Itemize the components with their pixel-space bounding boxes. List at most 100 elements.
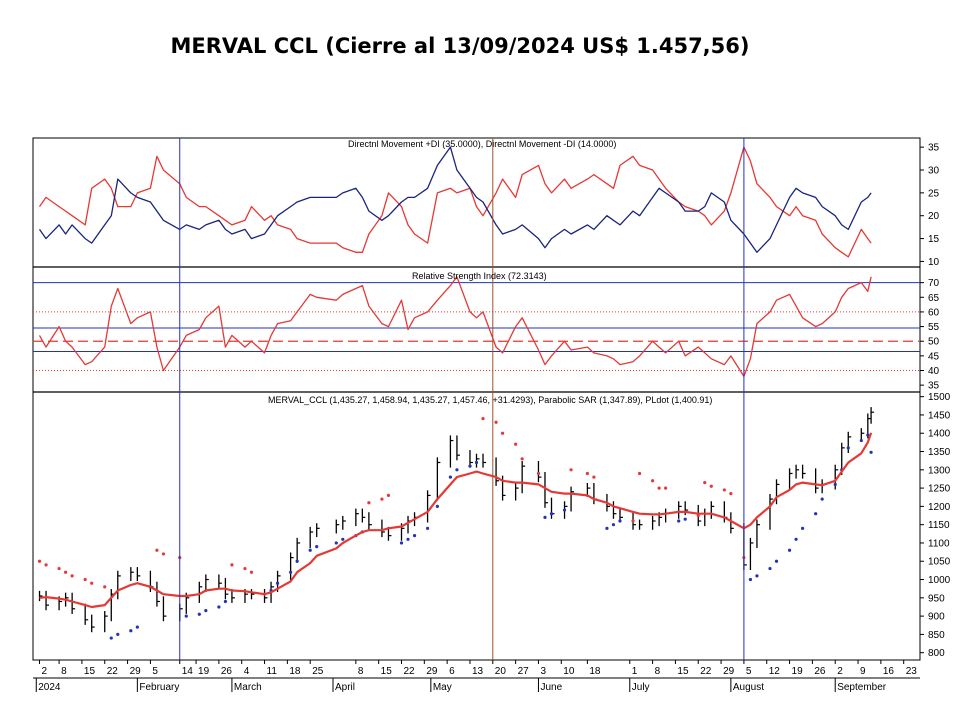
x-tick-label: 8 [61,666,67,677]
y-tick-label: 10 [928,257,940,268]
y-tick-label: 1450 [928,410,951,421]
month-label: September [837,682,887,693]
y-tick-label: 25 [928,188,940,199]
price-caption: MERVAL_CCL (1,435.27, 1,458.94, 1,435.27… [268,395,712,405]
y-tick-label: 45 [928,351,940,362]
y-tick-label: 60 [928,307,940,318]
y-tick-label: 1200 [928,502,951,513]
sar-dot [536,471,541,476]
x-tick-label: 2 [42,666,48,677]
x-tick-label: 19 [198,666,210,677]
y-tick-label: 1250 [928,484,951,495]
sar-dot [869,450,873,454]
sar-dot [243,566,247,571]
sar-dot [637,471,642,476]
x-tick-label: 18 [289,666,301,677]
y-tick-label: 1100 [928,538,950,549]
month-label: March [234,682,262,693]
rsi-caption: Relative Strength Index (72.3143) [412,271,547,281]
sar-dot [435,504,439,508]
y-tick-label: 15 [928,234,940,245]
sar-dot [380,497,384,501]
x-tick-label: 2 [837,666,843,677]
y-tick-label: 50 [928,337,940,348]
sar-dot [520,457,524,461]
sar-dot [768,566,772,571]
y-tick-label: 1000 [928,575,951,586]
sar-dot [468,464,472,468]
rsi-panel: 35 40 45 50 55 60 65 70 [33,276,940,392]
y-tick-label: 850 [928,630,945,641]
sar-dot [709,484,713,488]
x-tick-label: 12 [769,666,781,677]
x-tick-label: 5 [152,666,158,677]
y-tick-label: 65 [928,293,940,304]
sar-dot [774,559,779,563]
sar-dot [748,577,753,582]
month-label: July [632,682,650,693]
month-label: February [139,682,179,693]
x-tick-label: 22 [107,666,119,677]
y-tick-label: 55 [928,322,940,333]
x-tick-label: 26 [814,666,826,677]
sar-dot [386,493,391,498]
sar-dot [230,563,234,567]
sar-dot [184,614,188,618]
x-tick-label: 15 [381,666,393,677]
x-tick-label: 15 [84,666,96,677]
sar-dot [605,526,609,530]
sar-dot [859,438,863,443]
x-tick-label: 9 [860,666,866,677]
sar-dot [846,446,850,450]
month-label: May [433,682,452,693]
sar-dot [585,471,589,476]
sar-dot [161,552,166,556]
sar-dot [44,563,48,567]
sar-dot [592,475,596,479]
sar-dot [631,519,635,523]
sar-dot [109,636,113,640]
y-tick-label: 800 [928,648,945,659]
sar-dot [399,541,404,545]
y-tick-label: 40 [928,366,940,377]
sar-dot [481,417,485,421]
sar-dot [249,570,254,574]
y-tick-label: 30 [928,166,940,177]
x-tick-label: 25 [312,666,324,677]
sar-dot [425,526,430,530]
sar-dot [64,570,68,574]
x-tick-label: 23 [906,666,918,677]
x-tick-label: 22 [403,666,415,677]
x-tick-label: 11 [267,666,278,677]
x-tick-label: 13 [472,666,484,677]
month-label: 2024 [38,682,61,693]
y-tick-label: 1500 [928,392,951,403]
x-tick-label: 20 [495,666,507,677]
sar-dot [334,541,338,545]
sar-dot [295,559,299,563]
sar-dot [341,537,345,541]
sar-dot [308,548,312,552]
sar-dot [650,479,655,483]
sar-dot [755,574,759,578]
y-tick-label: 35 [928,381,940,392]
x-tick-label: 22 [700,666,712,677]
x-tick-label: 19 [792,666,804,677]
dmi-panel: 10 15 20 25 30 35 [38,143,940,268]
sar-dot [794,537,798,541]
sar-dot [90,581,94,585]
sar-dot [406,537,410,541]
x-tick-label: 3 [540,666,546,677]
sar-dot [223,599,228,604]
dmi-caption: Directnl Movement +DI (35.0000), Directn… [348,139,616,149]
sar-dot [204,609,208,613]
x-tick-label: 29 [723,666,735,677]
sar-dot [155,548,159,552]
sar-dot [833,482,837,487]
sar-dot [664,486,668,490]
plus-di-line [38,146,872,253]
sar-dot [514,442,518,446]
chart-frame [32,137,921,661]
x-tick-label: 8 [655,666,661,677]
